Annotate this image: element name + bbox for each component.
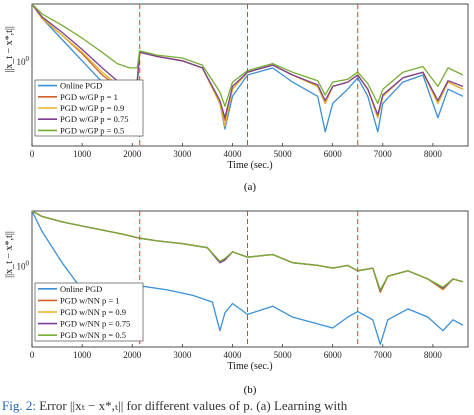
- x-tick-label: 0: [30, 149, 35, 159]
- x-tick-label: 2000: [123, 350, 142, 360]
- chart-panel-1: 0 1000 2000 3000 4000 5000 6000 7000 8000 100 Time…: [4, 3, 469, 193]
- legend-entry: PGD w/GP p = 1: [60, 92, 118, 102]
- legend-entry: PGD w/NN p = 1: [60, 295, 120, 305]
- x-tick-label: 5000: [274, 350, 293, 360]
- x-tick-label: 8000: [424, 149, 443, 159]
- legend-entry: PGD w/NN p = 0.5: [60, 330, 126, 340]
- legend-entry: PGD w/NN p = 0.9: [60, 307, 126, 317]
- y-axis-label: ||x_t − x*,t||: [4, 231, 15, 278]
- x-tick-label: 7000: [374, 149, 393, 159]
- panel-label: (a): [244, 181, 257, 193]
- x-tick-label: 3000: [173, 350, 192, 360]
- x-tick-label: 4000: [223, 350, 242, 360]
- series-line-5: [32, 211, 464, 291]
- x-axis-label: Time (sec.): [227, 361, 272, 372]
- chart-panel-2: 0 1000 2000 3000 4000 5000 6000 7000 8000 100 Time…: [4, 210, 469, 396]
- x-tick-label: 6000: [324, 350, 343, 360]
- x-tick-label: 1000: [73, 149, 92, 159]
- figure-caption: Fig. 2: Error ||xₜ − x*,ₜ|| for differen…: [2, 398, 347, 414]
- legend-entry: PGD w/GP p = 0.9: [60, 103, 124, 113]
- x-tick-label: 4000: [223, 149, 242, 159]
- legend-entry: PGD w/GP p = 0.75: [60, 114, 128, 124]
- y-tick-label: 100: [17, 259, 30, 271]
- figure-caption-text: Error ||xₜ − x*,ₜ|| for different values…: [39, 398, 348, 413]
- y-axis-label: ||x_t − x*,t||: [4, 26, 15, 73]
- x-tick-label: 3000: [173, 149, 192, 159]
- x-tick-label: 8000: [424, 350, 443, 360]
- x-tick-label: 7000: [374, 350, 393, 360]
- legend-entry: PGD w/NN p = 0.75: [60, 319, 130, 329]
- figure-label: Fig. 2:: [2, 398, 36, 413]
- panel-label: (b): [244, 384, 257, 396]
- legend-entry: PGD w/GP p = 0.5: [60, 125, 124, 135]
- legend-entry: Online PGD: [60, 284, 102, 294]
- x-tick-label: 1000: [73, 350, 92, 360]
- x-tick-label: 5000: [274, 149, 293, 159]
- x-tick-label: 6000: [324, 149, 343, 159]
- x-tick-label: 2000: [123, 149, 142, 159]
- y-tick-label: 100: [17, 55, 30, 67]
- x-axis-label: Time (sec.): [227, 160, 272, 171]
- x-tick-label: 0: [30, 350, 35, 360]
- legend-entry: Online PGD: [60, 81, 102, 91]
